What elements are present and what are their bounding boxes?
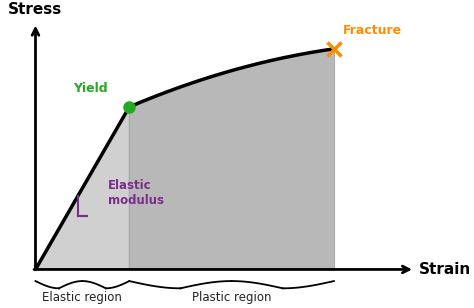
Text: Elastic
modulus: Elastic modulus xyxy=(108,179,164,207)
Text: Yield: Yield xyxy=(73,82,108,95)
Text: Strain: Strain xyxy=(419,262,472,277)
Text: Fracture: Fracture xyxy=(342,24,401,37)
Polygon shape xyxy=(36,107,129,270)
Text: Plastic region: Plastic region xyxy=(192,291,271,304)
Text: Elastic region: Elastic region xyxy=(43,291,122,304)
Polygon shape xyxy=(129,49,334,270)
Text: Stress: Stress xyxy=(9,2,63,17)
